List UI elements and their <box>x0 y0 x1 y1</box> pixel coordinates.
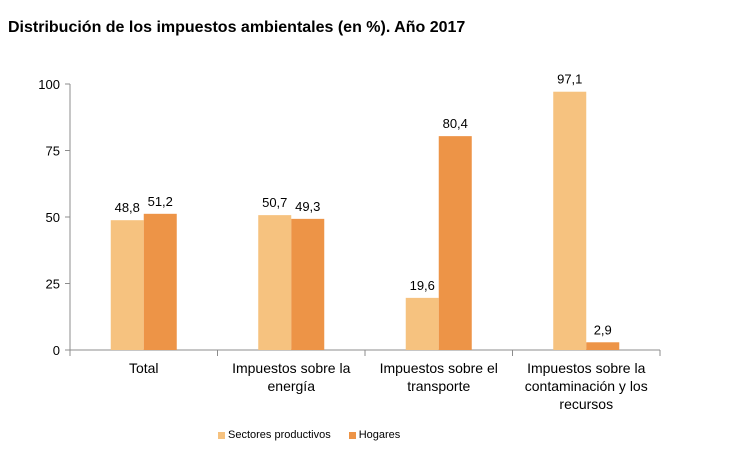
bar <box>438 136 472 350</box>
bar <box>405 297 439 350</box>
legend-label-hogares: Hogares <box>358 429 401 441</box>
y-tick-label: 0 <box>53 343 60 358</box>
bar <box>258 215 292 350</box>
legend-item-sectores: Sectores productivos <box>218 429 331 441</box>
data-label: 50,7 <box>262 195 287 210</box>
category-label: transporte <box>407 378 470 394</box>
category-label: contaminación y los <box>525 378 648 394</box>
bar <box>553 91 587 351</box>
y-tick-label: 75 <box>46 144 60 159</box>
legend: Sectores productivos Hogares <box>218 429 400 441</box>
y-tick-label: 100 <box>38 77 60 92</box>
category-label: energía <box>268 378 316 394</box>
data-label: 49,3 <box>295 199 320 214</box>
y-tick-label: 50 <box>46 210 60 225</box>
bar <box>586 342 620 350</box>
data-label: 80,4 <box>443 116 468 131</box>
bar <box>143 213 177 350</box>
data-label: 51,2 <box>148 194 173 209</box>
chart-title: Distribución de los impuestos ambientale… <box>8 19 466 36</box>
category-label: Total <box>129 360 159 376</box>
legend-item-hogares: Hogares <box>348 429 401 441</box>
category-label: Impuestos sobre el <box>380 360 498 376</box>
category-label: Impuestos sobre la <box>527 360 645 376</box>
bar <box>110 220 144 350</box>
data-label: 19,6 <box>410 278 435 293</box>
data-label: 97,1 <box>557 72 582 87</box>
data-label: 48,8 <box>115 200 140 215</box>
category-label: Impuestos sobre la <box>232 360 350 376</box>
legend-label-sectores: Sectores productivos <box>228 429 331 441</box>
category-label: recursos <box>559 396 613 412</box>
legend-swatch-hogares <box>348 431 356 439</box>
legend-swatch-sectores <box>218 431 225 439</box>
y-tick-label: 25 <box>46 277 60 292</box>
bar <box>291 218 325 350</box>
data-label: 2,9 <box>594 322 612 337</box>
